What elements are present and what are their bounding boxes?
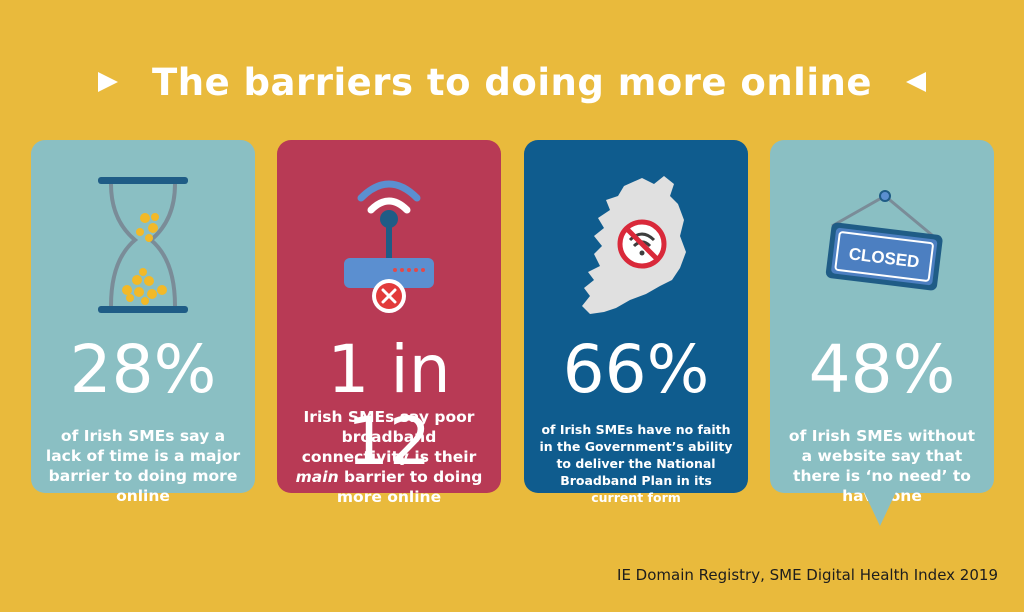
stat-value: 48% (808, 331, 956, 408)
stat-card-time: 28% of Irish SMEs say a lack of time is … (31, 140, 255, 505)
stat-value: 66% (562, 331, 710, 408)
stat-value: 28% (69, 331, 217, 408)
stat-description: of Irish SMEs without a website say that… (788, 427, 976, 505)
stat-card-broadband: 1 in 12 Irish SMEs say poor broadband co… (277, 140, 501, 506)
stat-card-no-website: CLOSED 48% of Irish SMEs without a websi… (770, 140, 994, 526)
hourglass-icon (98, 177, 188, 313)
closed-sign-icon: CLOSED (825, 190, 943, 291)
page-title: The barriers to doing more online (152, 60, 872, 104)
triangle-right-icon (98, 72, 118, 92)
stat-value: 1 in 12 (327, 331, 451, 480)
stat-description: of Irish SMEs say a lack of time is a ma… (45, 427, 241, 505)
title-row: The barriers to doing more online (0, 52, 1024, 112)
speech-bubble-tail (864, 492, 896, 526)
ireland-no-wifi-icon (582, 176, 686, 314)
stat-description: of Irish SMEs have no faith in the Gover… (539, 422, 733, 505)
stat-description: Irish SMEs say poor broadband connectivi… (295, 408, 483, 506)
triangle-left-icon (905, 72, 926, 92)
stat-card-broadband-plan: 66% of Irish SMEs have no faith in the G… (524, 140, 748, 505)
router-error-icon (344, 180, 434, 313)
source-citation: IE Domain Registry, SME Digital Health I… (617, 566, 998, 584)
